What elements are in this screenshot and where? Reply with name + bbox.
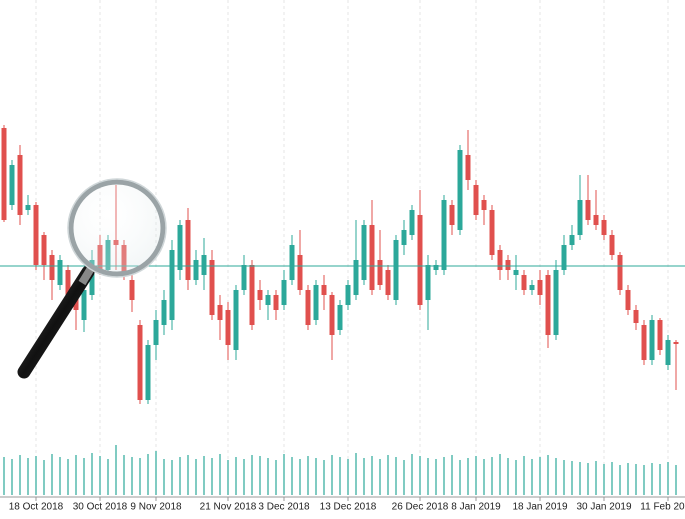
- candle-body: [481, 200, 487, 210]
- candle-body: [633, 310, 639, 323]
- candle-body: [553, 270, 559, 335]
- candle-body: [345, 285, 351, 305]
- candle-body: [241, 265, 247, 290]
- candle-body: [449, 205, 455, 225]
- candle-body: [313, 285, 319, 320]
- x-tick-label: 8 Jan 2019: [451, 502, 501, 513]
- candle-body: [585, 200, 591, 220]
- candle-body: [233, 290, 239, 350]
- candle-body: [529, 285, 535, 290]
- magnifier-lens: [68, 179, 166, 277]
- candle-body: [569, 235, 575, 245]
- x-tick-label: 13 Dec 2018: [320, 502, 377, 513]
- candle-body: [193, 260, 199, 280]
- candle-body: [209, 260, 215, 315]
- candle-body: [145, 345, 151, 400]
- magnifier-handle: [17, 265, 95, 379]
- candle-body: [425, 265, 431, 300]
- candle-body: [489, 210, 495, 255]
- x-tick-label: 30 Jan 2019: [576, 502, 631, 513]
- candle-body: [369, 225, 375, 290]
- candle-body: [601, 220, 607, 235]
- candle-body: [473, 185, 479, 215]
- candle-body: [137, 325, 143, 400]
- candle-body: [465, 155, 471, 180]
- candle-body: [561, 245, 567, 270]
- candle-body: [49, 255, 55, 280]
- candle-body: [161, 300, 167, 325]
- candle-body: [353, 260, 359, 295]
- candle-body: [57, 260, 63, 285]
- x-tick-label: 9 Nov 2018: [130, 502, 182, 513]
- candle-body: [393, 240, 399, 300]
- candle-body: [281, 280, 287, 305]
- candle-body: [297, 255, 303, 290]
- candle-body: [41, 235, 47, 265]
- candle-body: [625, 290, 631, 310]
- candle-body: [329, 295, 335, 335]
- candle-body: [289, 245, 295, 280]
- candle-body: [497, 250, 503, 270]
- candle-body: [321, 285, 327, 295]
- candle-body: [609, 235, 615, 255]
- candle-body: [593, 215, 599, 225]
- candle-body: [217, 305, 223, 320]
- candle-body: [657, 320, 663, 350]
- candle-body: [505, 260, 511, 270]
- candle-body: [9, 165, 15, 205]
- candle-body: [17, 155, 23, 215]
- candle-body: [337, 305, 343, 330]
- candle-body: [201, 255, 207, 275]
- candle-body: [377, 260, 383, 285]
- candle-body: [521, 275, 527, 290]
- x-tick-label: 3 Dec 2018: [258, 502, 310, 513]
- magnifier-rim: [67, 178, 167, 278]
- candle-body: [385, 270, 391, 295]
- candle-body: [537, 280, 543, 295]
- candle-body: [417, 215, 423, 305]
- candle-body: [249, 265, 255, 325]
- x-tick-label: 30 Oct 2018: [73, 502, 128, 513]
- candle-body: [577, 200, 583, 235]
- candle-body: [185, 220, 191, 280]
- magnifier: [17, 178, 167, 379]
- candle-body: [513, 270, 519, 275]
- candle-body: [409, 210, 415, 235]
- candle-body: [129, 280, 135, 300]
- candle-body: [265, 295, 271, 305]
- candle-body: [257, 290, 263, 300]
- candle-body: [545, 275, 551, 335]
- candle-body: [401, 230, 407, 245]
- candle-body: [673, 342, 679, 344]
- candle-body: [1, 128, 7, 220]
- x-tick-label: 11 Feb 2019: [640, 502, 685, 513]
- candle-body: [273, 295, 279, 310]
- candle-body: [25, 205, 31, 210]
- candle-body: [617, 255, 623, 290]
- candle-body: [457, 150, 463, 230]
- candle-body: [433, 265, 439, 270]
- candle-body: [641, 325, 647, 360]
- candle-body: [169, 250, 175, 320]
- candle-body: [665, 340, 671, 365]
- x-tick-label: 26 Dec 2018: [392, 502, 449, 513]
- x-tick-label: 18 Oct 2018: [9, 502, 64, 513]
- candle-body: [153, 320, 159, 345]
- candle-body: [649, 320, 655, 360]
- candle-body: [441, 200, 447, 270]
- candle-body: [361, 225, 367, 280]
- candle-body: [81, 290, 87, 320]
- candle-body: [305, 290, 311, 325]
- candle-body: [225, 310, 231, 345]
- x-tick-label: 18 Jan 2019: [512, 502, 567, 513]
- x-labels: 18 Oct 2018 30 Oct 2018 9 Nov 2018 21 Nov 2…: [9, 497, 685, 513]
- candle-body: [65, 270, 71, 295]
- candle-body: [33, 205, 39, 265]
- x-tick-label: 21 Nov 2018: [200, 502, 257, 513]
- candle-body: [177, 225, 183, 270]
